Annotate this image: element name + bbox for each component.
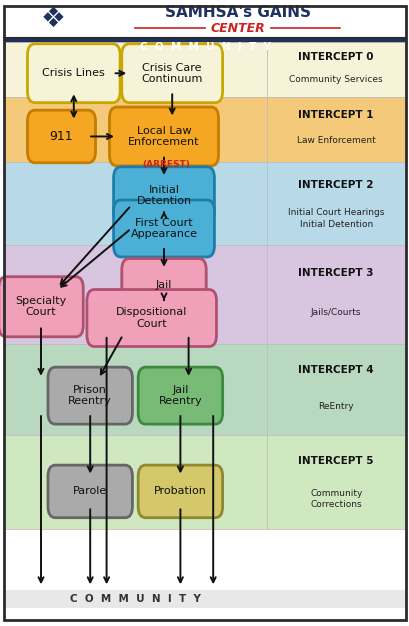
FancyBboxPatch shape (48, 367, 132, 424)
Text: ❖: ❖ (41, 6, 65, 33)
FancyBboxPatch shape (109, 107, 218, 166)
FancyBboxPatch shape (121, 259, 206, 311)
FancyBboxPatch shape (4, 590, 405, 608)
FancyBboxPatch shape (138, 465, 222, 518)
FancyBboxPatch shape (4, 42, 266, 97)
FancyBboxPatch shape (27, 44, 120, 103)
Text: CENTER: CENTER (210, 22, 265, 35)
FancyBboxPatch shape (266, 97, 405, 162)
Text: Specialty
Court: Specialty Court (16, 296, 67, 317)
FancyBboxPatch shape (4, 435, 266, 529)
FancyBboxPatch shape (121, 44, 222, 103)
FancyBboxPatch shape (48, 465, 132, 518)
FancyBboxPatch shape (266, 245, 405, 344)
Text: INTERCEPT 2: INTERCEPT 2 (298, 180, 373, 190)
Text: Crisis Care
Continuum: Crisis Care Continuum (141, 63, 202, 84)
Text: INTERCEPT 1: INTERCEPT 1 (298, 110, 373, 120)
FancyBboxPatch shape (87, 289, 216, 347)
FancyBboxPatch shape (113, 200, 214, 257)
Text: Initial
Detention: Initial Detention (136, 185, 191, 206)
Text: Prison
Reentry: Prison Reentry (68, 385, 112, 406)
FancyBboxPatch shape (266, 162, 405, 245)
Text: INTERCEPT 5: INTERCEPT 5 (298, 456, 373, 466)
Text: Dispositional
Court: Dispositional Court (116, 307, 187, 329)
Text: Law Enforcement: Law Enforcement (296, 136, 375, 145)
FancyBboxPatch shape (266, 435, 405, 529)
FancyBboxPatch shape (113, 167, 214, 224)
Text: Community
Corrections: Community Corrections (309, 489, 362, 509)
FancyBboxPatch shape (4, 38, 405, 56)
Text: Community Services: Community Services (289, 75, 382, 84)
Text: 911: 911 (49, 130, 73, 143)
Text: Parole: Parole (73, 486, 107, 496)
FancyBboxPatch shape (4, 344, 266, 435)
FancyBboxPatch shape (4, 97, 266, 162)
FancyBboxPatch shape (0, 277, 83, 337)
Text: C  O  M  M  U  N  I  T  Y: C O M M U N I T Y (70, 594, 200, 604)
Text: Jail: Jail (155, 280, 172, 290)
Text: First Court
Appearance: First Court Appearance (130, 218, 197, 239)
FancyBboxPatch shape (4, 1, 405, 38)
Text: Initial Court Hearings
Initial Detention: Initial Court Hearings Initial Detention (287, 208, 384, 228)
FancyBboxPatch shape (266, 42, 405, 97)
Text: INTERCEPT 0: INTERCEPT 0 (298, 53, 373, 63)
FancyBboxPatch shape (4, 245, 266, 344)
Text: INTERCEPT 3: INTERCEPT 3 (298, 268, 373, 278)
Text: Crisis Lines: Crisis Lines (42, 68, 105, 78)
FancyBboxPatch shape (266, 344, 405, 435)
Text: SAMHSA's GAINS: SAMHSA's GAINS (164, 6, 310, 21)
Text: Jails/Courts: Jails/Courts (310, 308, 361, 317)
FancyBboxPatch shape (27, 110, 95, 163)
Text: Local Law
Enforcement: Local Law Enforcement (128, 126, 199, 147)
Text: (ARREST): (ARREST) (142, 160, 189, 168)
Text: Probation: Probation (154, 486, 206, 496)
FancyBboxPatch shape (138, 367, 222, 424)
FancyBboxPatch shape (4, 162, 266, 245)
Text: INTERCEPT 4: INTERCEPT 4 (298, 365, 373, 375)
Text: C  O  M  M  U  N  I  T  Y: C O M M U N I T Y (139, 42, 270, 52)
Text: Jail
Reentry: Jail Reentry (158, 385, 202, 406)
Text: ReEntry: ReEntry (318, 401, 353, 411)
